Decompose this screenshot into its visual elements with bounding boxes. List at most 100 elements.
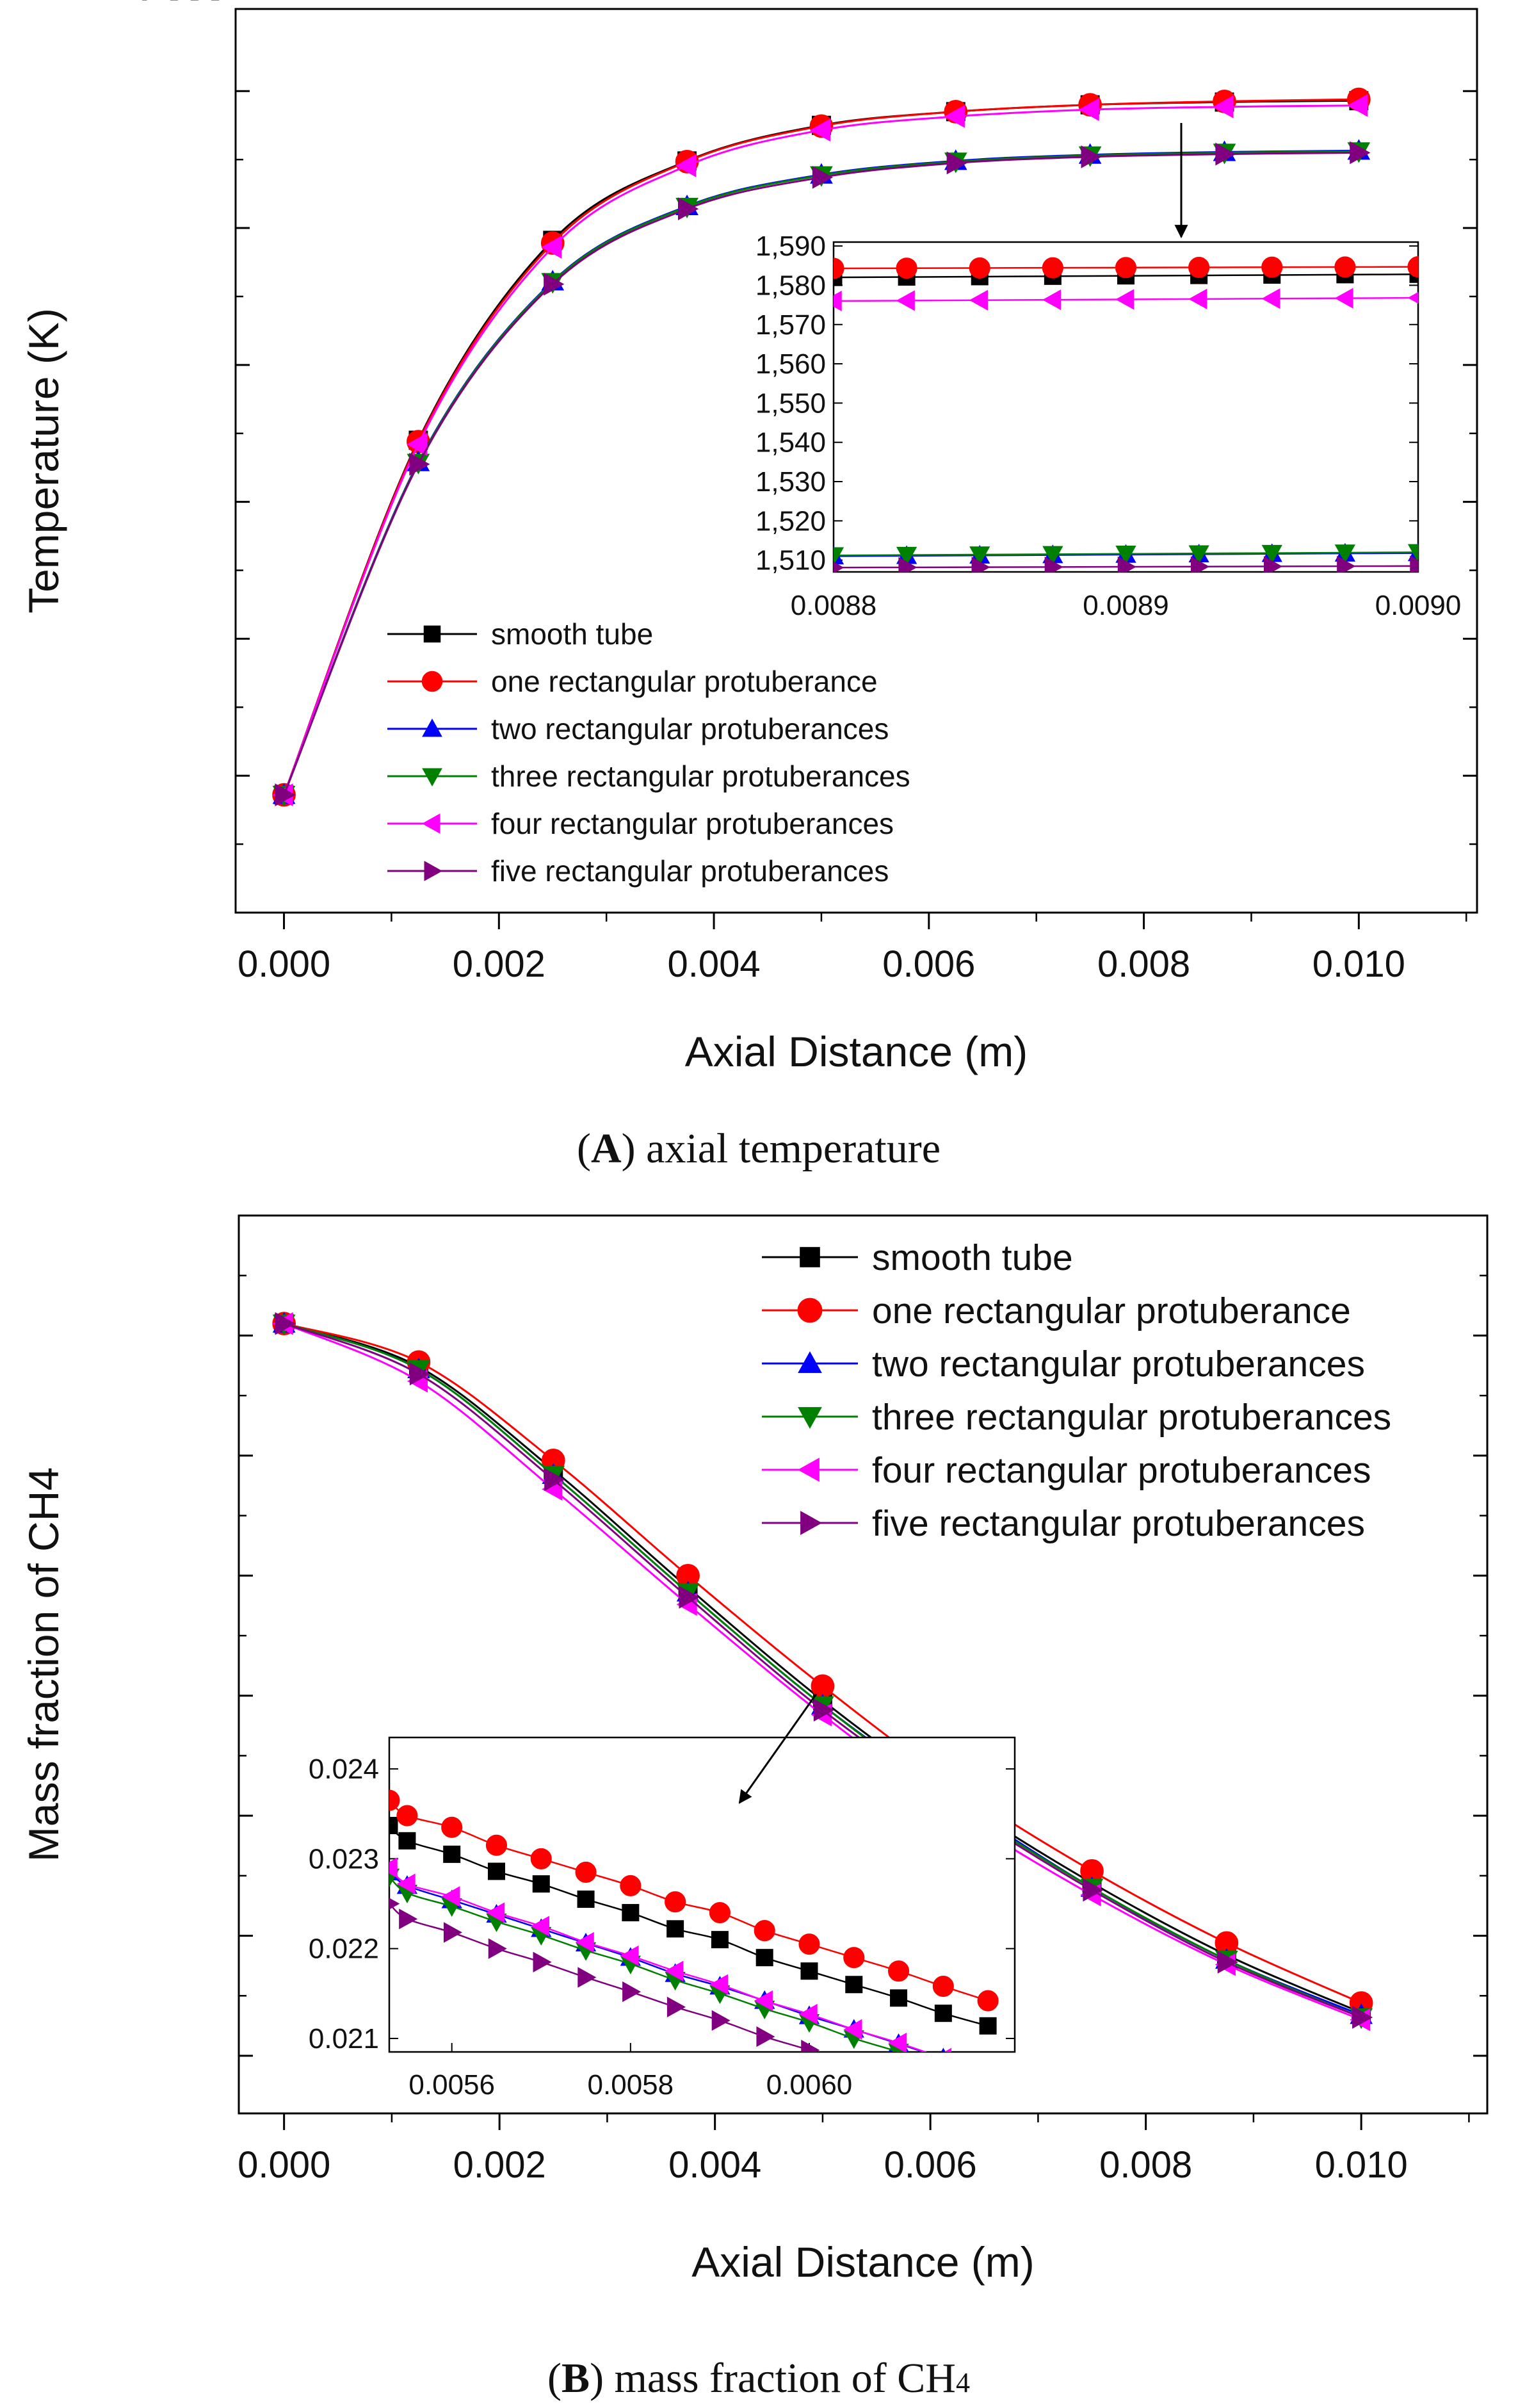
inset-data-point — [1407, 291, 1418, 304]
x-tick-label: 0.006 — [884, 2144, 977, 2186]
inset-data-point — [399, 1908, 418, 1930]
data-point — [809, 118, 831, 142]
y-tick-label: 800 — [162, 0, 224, 8]
data-point — [1352, 2006, 1373, 2029]
inset-data-point — [971, 557, 990, 572]
plot-frame — [234, 8, 1478, 914]
legend-label: three rectangular protuberances — [491, 760, 910, 793]
inset-data-point — [896, 546, 917, 565]
data-point — [1217, 1950, 1238, 1974]
inset-x-tick-label: 0.0090 — [1375, 590, 1462, 621]
inset-data-point — [398, 1832, 416, 1850]
inset-data-point — [389, 1789, 400, 1811]
inset-data-point — [665, 1891, 686, 1913]
inset-data-point — [665, 1960, 684, 1981]
inset-data-point — [843, 1947, 865, 1969]
y-tick-label: 400 — [162, 0, 224, 8]
inset-series-smooth-tube — [389, 1816, 997, 2035]
x-tick-label: 0.000 — [238, 943, 330, 985]
inset-data-point — [1407, 256, 1418, 278]
x-tick-label: 0.002 — [453, 2144, 546, 2186]
inset-data-point — [834, 547, 844, 566]
inset-data-point — [709, 1974, 729, 1995]
inset-data-point — [1042, 257, 1063, 279]
figure-caption: (B) mass fraction of CH4 — [547, 2355, 970, 2402]
inset-data-point — [666, 1996, 686, 2018]
chart-axial-temperature: 4006008001000120014001600 0.000 0.002 0.004… — [20, 0, 1478, 1172]
legend-label: two rectangular protuberances — [491, 712, 889, 745]
inset-data-point — [887, 1960, 910, 1982]
inset-data-point — [530, 1848, 552, 1869]
inset-data-point — [834, 257, 844, 279]
y-tick-label: 0.010 — [134, 0, 227, 8]
inset-data-point — [1334, 544, 1356, 564]
inset-data-point — [969, 289, 988, 311]
inset-data-point — [933, 2060, 953, 2078]
legend-marker — [424, 861, 443, 881]
data-point — [675, 154, 697, 177]
caption-text: ) axial temperature — [622, 1125, 941, 1172]
inset-series-one-rectangular-protuberance — [389, 1789, 999, 2012]
inset-data-point — [980, 2099, 998, 2119]
plot-frame — [238, 1214, 1489, 2115]
y-tick-label: 600 — [162, 0, 224, 8]
series-line — [283, 104, 1359, 795]
caption-subscript: 4 — [956, 2367, 970, 2398]
legend: smooth tube one rectangular protuberance t… — [762, 1237, 1391, 1544]
x-tick-label: 0.006 — [882, 943, 975, 985]
inset-data-point — [969, 546, 990, 565]
inset-y-tick-label: 1,560 — [755, 348, 826, 380]
data-point — [944, 104, 965, 128]
inset-x-tick-label: 0.0060 — [766, 2069, 853, 2101]
y-tick-label: 0.035 — [134, 0, 227, 8]
inset-data-point — [978, 2063, 996, 2083]
zoom-pointer-arrow — [738, 1693, 818, 1804]
inset-data-point — [1407, 544, 1418, 563]
inset-data-point — [1337, 555, 1356, 572]
inset-series-five-rectangular-protuberances — [834, 555, 1418, 572]
y-tick-label: 0.030 — [134, 0, 227, 8]
inset-data-point — [389, 1857, 398, 1878]
inset-data-point — [396, 1805, 418, 1826]
inset-data-point — [1264, 556, 1283, 572]
inset-frame — [832, 241, 1419, 573]
inset-data-point — [485, 1834, 508, 1856]
inset-data-point — [979, 2017, 997, 2035]
inset-data-point — [891, 2070, 908, 2090]
inset-plot-area — [389, 1789, 999, 2119]
y-tick-label: 0.020 — [134, 0, 227, 8]
inset-data-point — [533, 1951, 552, 1973]
y-tick-label: 1000 — [141, 0, 224, 8]
data-point — [1350, 141, 1371, 165]
inset-data-point — [932, 1976, 954, 1997]
inset-data-point — [801, 2040, 820, 2052]
x-tick-label: 0.010 — [1315, 2144, 1408, 2186]
legend-marker — [797, 1298, 823, 1323]
data-point — [813, 1698, 834, 1722]
legend-marker — [798, 1351, 822, 1373]
data-point — [1078, 98, 1099, 121]
inset-zoom: 1,510 1,520 1,530 1,540 1,550 1,560 1,570 1,580… — [755, 231, 1461, 621]
inset-data-point — [1334, 256, 1356, 278]
inset-data-point — [798, 1933, 820, 1955]
inset-data-point — [935, 2085, 953, 2104]
inset-data-point — [441, 1886, 460, 1907]
inset-data-point — [843, 2019, 862, 2040]
x-tick-label: 0.000 — [238, 2144, 330, 2186]
inset-series-four-rectangular-protuberances — [389, 1857, 996, 2083]
x-tick-label: 0.010 — [1312, 943, 1405, 985]
inset-data-point — [800, 1962, 818, 1980]
legend-label: three rectangular protuberances — [872, 1397, 1391, 1438]
legend-marker — [797, 1458, 820, 1482]
inset-x-tick-label: 0.0089 — [1083, 590, 1169, 621]
y-axis-label: Mass fraction of CH4 — [20, 1467, 67, 1862]
data-point — [1081, 145, 1102, 168]
inset-zoom: 0.021 0.022 0.023 0.024 0.0056 0.0058 0.0060 — [309, 1736, 1016, 2119]
y-tick-label: 1600 — [141, 0, 224, 8]
inset-y-tick-label: 0.022 — [309, 1933, 379, 1965]
inset-data-point — [978, 2074, 998, 2092]
inset-y-tick-label: 1,520 — [755, 505, 826, 537]
inset-series-three-rectangular-protuberances — [834, 544, 1418, 566]
inset-data-point — [709, 1901, 731, 1924]
data-point — [407, 432, 428, 456]
